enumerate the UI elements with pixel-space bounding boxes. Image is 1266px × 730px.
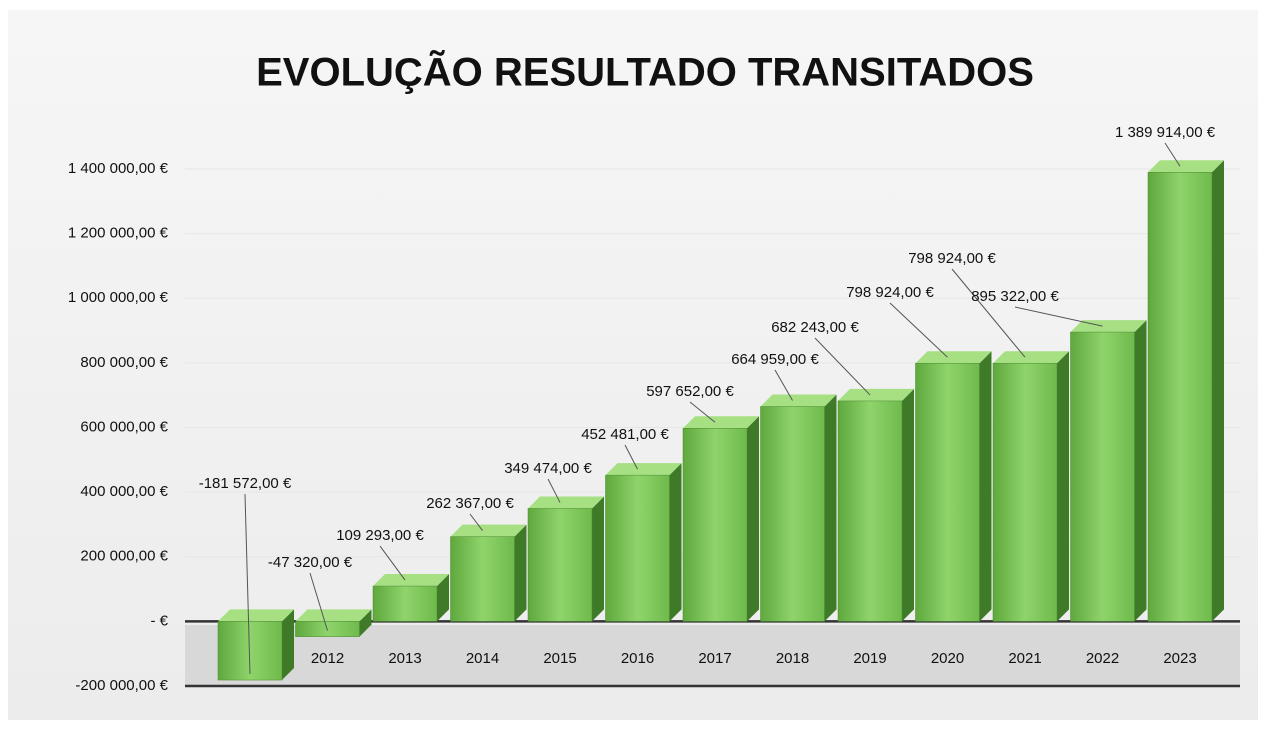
bar (450, 536, 515, 622)
bar-top (373, 574, 449, 587)
value-label: -47 320,00 € (268, 554, 353, 571)
bar-side (669, 463, 682, 622)
x-tick-label: 2014 (466, 650, 499, 667)
x-tick-label: 2015 (543, 650, 576, 667)
bar-top (218, 609, 294, 622)
leader-line (1164, 142, 1181, 167)
bar (1147, 172, 1213, 622)
leader-line (951, 268, 1026, 358)
value-label: 109 293,00 € (336, 527, 424, 544)
value-label: 1 389 914,00 € (1115, 124, 1216, 141)
bar-top (528, 496, 604, 509)
bar (915, 362, 980, 622)
bar (837, 400, 903, 622)
leader-line (889, 302, 948, 358)
y-tick-label: 200 000,00 € (80, 548, 168, 565)
value-label: 682 243,00 € (771, 319, 859, 336)
value-label: 798 924,00 € (908, 250, 996, 267)
leader-line (469, 513, 483, 531)
y-tick-label: 800 000,00 € (80, 354, 168, 371)
x-tick-label: 2022 (1086, 650, 1119, 667)
leader-line (244, 493, 251, 675)
x-tick-label: 2016 (621, 650, 654, 667)
bar-top (295, 609, 372, 622)
bar-side (979, 351, 992, 622)
y-tick-label: 400 000,00 € (80, 483, 168, 500)
y-tick-label: -200 000,00 € (75, 677, 168, 694)
bar-top (450, 524, 527, 537)
bar-side (592, 496, 604, 622)
bar (992, 362, 1058, 622)
y-tick-label: 1 000 000,00 € (68, 289, 169, 306)
bar-side (1212, 160, 1224, 622)
x-tick-label: 2013 (388, 650, 421, 667)
bar-top (760, 394, 837, 407)
value-label: 452 481,00 € (581, 426, 669, 443)
bar-top (993, 351, 1069, 364)
y-tick-label: 600 000,00 € (80, 418, 168, 435)
bar (760, 406, 825, 622)
x-tick-label: 2020 (931, 650, 964, 667)
x-tick-label: 2012 (311, 650, 344, 667)
value-label: 349 474,00 € (504, 460, 592, 477)
value-label: 895 322,00 € (971, 288, 1059, 305)
value-label: 664 959,00 € (731, 351, 819, 368)
y-tick-label: 1 200 000,00 € (68, 225, 169, 242)
leader-line (624, 444, 638, 470)
y-tick-label: 1 400 000,00 € (68, 160, 169, 177)
bar-side (1057, 351, 1069, 622)
value-label: 262 367,00 € (426, 495, 514, 512)
bar-top (605, 463, 682, 476)
x-tick-label: 2018 (776, 650, 809, 667)
bar-side (902, 388, 914, 622)
bar-side (514, 524, 527, 622)
y-tick-label: - € (150, 612, 168, 629)
x-tick-label: 2023 (1163, 650, 1196, 667)
leader-line (774, 369, 793, 401)
leader-line (1014, 306, 1103, 327)
bar-side (282, 609, 294, 681)
bar-top (683, 416, 759, 429)
leader-line (379, 545, 406, 581)
bar-top (1148, 160, 1224, 173)
value-label: 597 652,00 € (646, 383, 734, 400)
value-label: 798 924,00 € (846, 284, 934, 301)
leader-line (689, 401, 716, 423)
bar-top (915, 351, 992, 364)
bar (1070, 331, 1135, 622)
chart-title: EVOLUÇÃO RESULTADO TRANSITADOS (256, 49, 1034, 95)
bar-side (359, 609, 372, 637)
bar (527, 508, 593, 622)
bar (682, 428, 748, 622)
bar-top (838, 388, 914, 401)
bar (372, 585, 438, 622)
bar-side (437, 574, 449, 622)
x-tick-label: 2019 (853, 650, 886, 667)
value-label: -181 572,00 € (199, 475, 292, 492)
bar-side (1134, 320, 1147, 622)
x-tick-label: 2021 (1008, 650, 1041, 667)
bar (605, 474, 670, 622)
floor (185, 625, 1240, 686)
bar-side (824, 394, 837, 622)
leader-line (814, 337, 871, 396)
leader-line (547, 478, 561, 503)
x-tick-label: 2017 (698, 650, 731, 667)
bar-side (747, 416, 759, 622)
leader-line (309, 572, 328, 631)
